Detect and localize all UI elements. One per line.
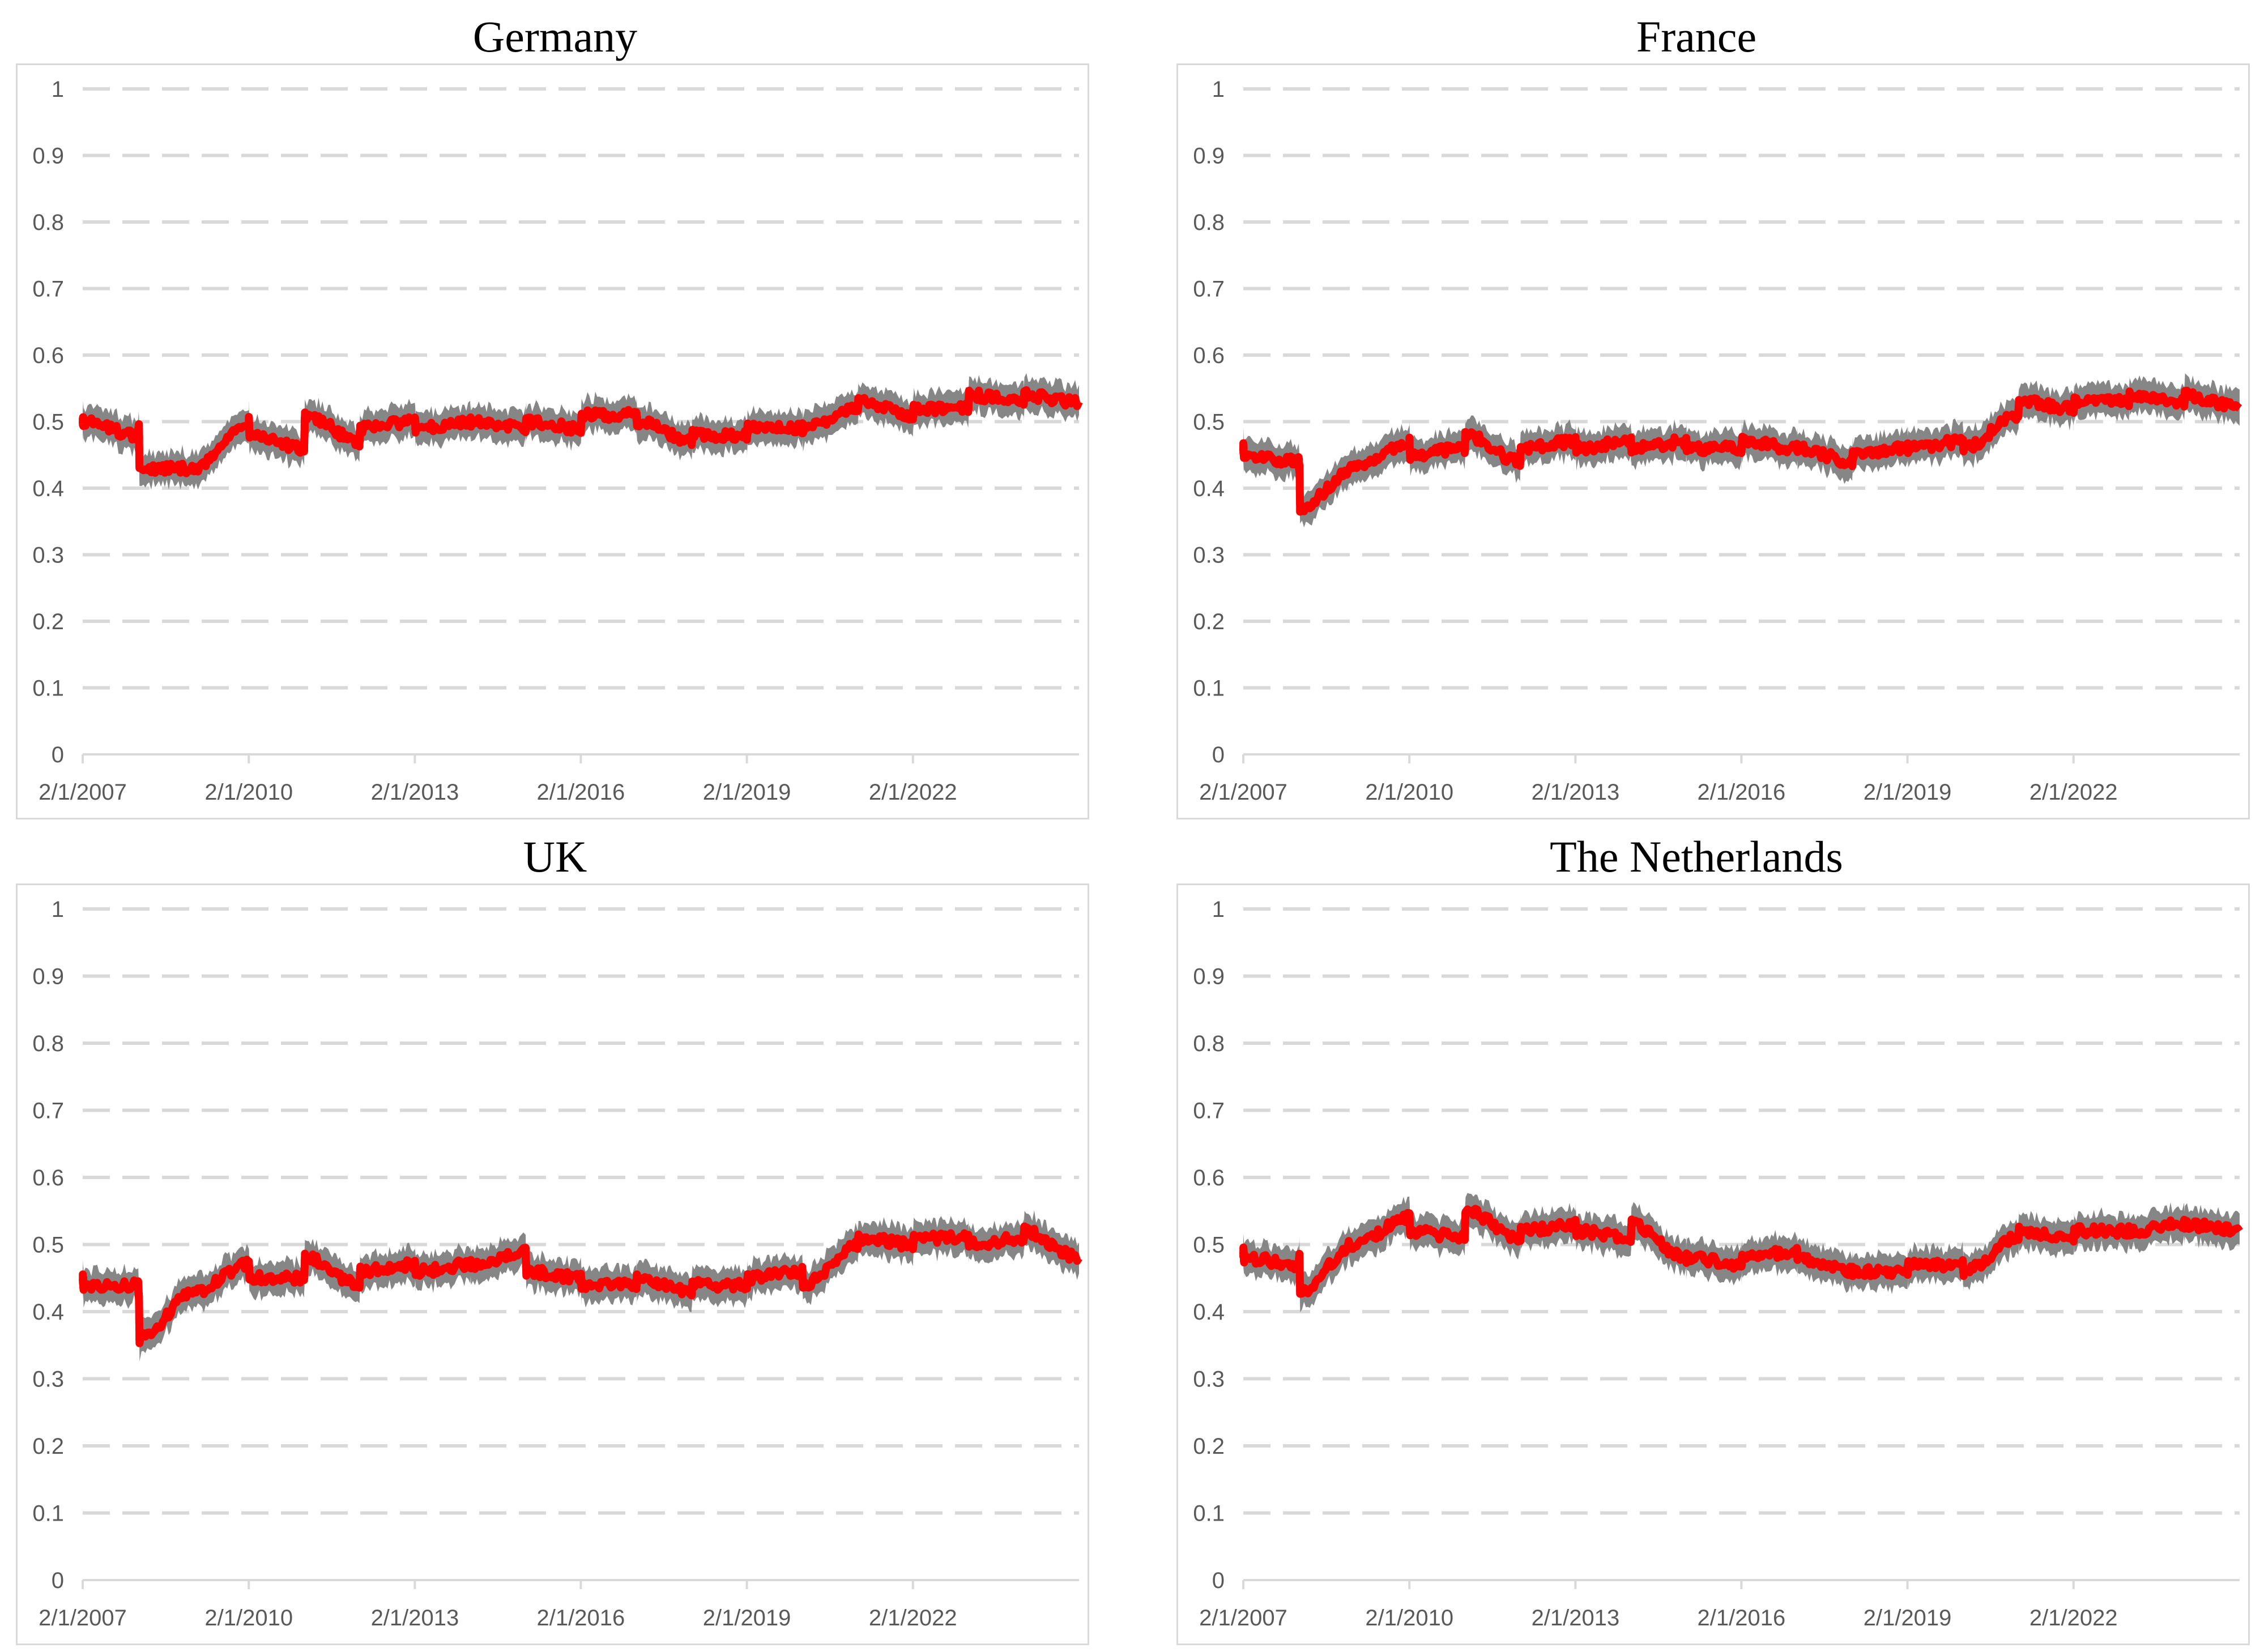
x-tick-label: 2/1/2013 — [371, 1606, 459, 1630]
y-tick-label: 0.9 — [1193, 144, 1225, 169]
chart-frame: 0 0.1 0.2 0.3 0.4 0.5 0.6 0.7 0.8 0.9 1 2/1/2007 2/1… — [1176, 63, 2250, 819]
y-tick-label: 0.3 — [1193, 543, 1225, 568]
y-tick-label: 1 — [1212, 77, 1225, 102]
chart-frame: 0 0.1 0.2 0.3 0.4 0.5 0.6 0.7 0.8 0.9 1 2/1/2007 2/1… — [16, 883, 1089, 1645]
y-tick-label: 0.9 — [1193, 964, 1225, 989]
y-tick-label: 0.5 — [32, 410, 64, 435]
y-tick-label: 0.3 — [32, 1367, 64, 1392]
series-line — [79, 386, 1083, 477]
y-tick-label: 0.6 — [32, 343, 64, 368]
chart-title: France — [1636, 12, 1757, 61]
x-tick-label: 2/1/2010 — [204, 1606, 293, 1630]
x-tick-label: 2/1/2022 — [2029, 1606, 2118, 1630]
series-line — [1239, 386, 2242, 516]
y-tick-label: 1 — [52, 77, 64, 102]
x-tick-label: 2/1/2019 — [1864, 1606, 1952, 1630]
x-tick-label: 2/1/2022 — [2029, 780, 2118, 805]
y-tick-label: 0.4 — [1193, 1300, 1225, 1325]
chart-plot-germany: 0 0.1 0.2 0.3 0.4 0.5 0.6 0.7 0.8 0.9 1 2/1/2007 2/1… — [32, 77, 1083, 805]
x-tick-label: 2/1/2016 — [537, 1606, 625, 1630]
x-tick-label: 2/1/2010 — [204, 780, 293, 805]
y-tick-label: 0.1 — [1193, 676, 1225, 701]
y-tick-label: 0 — [1212, 742, 1225, 767]
series-line — [1239, 1205, 2243, 1298]
x-tick-label: 2/1/2007 — [1199, 1606, 1287, 1630]
chart-title: The Netherlands — [1550, 832, 1843, 881]
y-tick-label: 0.8 — [1193, 210, 1225, 235]
x-tick-label: 2/1/2019 — [703, 1606, 791, 1630]
y-tick-label: 0.8 — [32, 1031, 64, 1056]
y-tick-label: 0 — [52, 1568, 64, 1593]
y-tick-label: 0.8 — [1193, 1031, 1225, 1056]
y-tick-label: 0.7 — [1193, 1099, 1225, 1124]
chart-title: UK — [523, 832, 587, 881]
y-tick-label: 0.3 — [32, 543, 64, 568]
y-tick-label: 0.6 — [1193, 343, 1225, 368]
x-tick-label: 2/1/2016 — [1698, 1606, 1786, 1630]
y-tick-label: 0.5 — [1193, 1233, 1225, 1258]
series-line — [79, 1222, 1082, 1347]
x-tick-label: 2/1/2013 — [371, 780, 459, 805]
x-tick-label: 2/1/2010 — [1365, 1606, 1453, 1630]
x-tick-label: 2/1/2013 — [1532, 780, 1620, 805]
chart-frame: 0 0.1 0.2 0.3 0.4 0.5 0.6 0.7 0.8 0.9 1 2/1/2007 2/1… — [16, 63, 1089, 819]
y-tick-label: 0.1 — [1193, 1501, 1225, 1526]
x-tick-label: 2/1/2016 — [1698, 780, 1786, 805]
x-tick-label: 2/1/2010 — [1365, 780, 1453, 805]
panel-germany: Germany 0 0.1 0.2 0.3 0.4 0.5 0.6 0.7 0.8 0.9 1 2/1… — [0, 0, 1110, 821]
y-tick-label: 0 — [1212, 1568, 1225, 1593]
x-tick-label: 2/1/2007 — [39, 1606, 127, 1630]
y-tick-label: 1 — [52, 897, 64, 922]
panel-uk: UK 0 0.1 0.2 0.3 0.4 0.5 0.6 0.7 0.8 0.9 1 2/1/2007… — [0, 821, 1110, 1652]
x-tick-label: 2/1/2019 — [703, 780, 791, 805]
y-tick-label: 0.9 — [32, 964, 64, 989]
x-tick-label: 2/1/2013 — [1532, 1606, 1620, 1630]
y-tick-label: 0.2 — [1193, 609, 1225, 634]
x-tick-label: 2/1/2007 — [1199, 780, 1287, 805]
y-tick-label: 0.9 — [32, 144, 64, 169]
y-tick-label: 1 — [1212, 897, 1225, 922]
y-tick-label: 0.7 — [1193, 277, 1225, 302]
chart-plot-netherlands: 0 0.1 0.2 0.3 0.4 0.5 0.6 0.7 0.8 0.9 1 2/1/2007 2/1… — [1193, 897, 2243, 1630]
y-tick-label: 0.1 — [32, 676, 64, 701]
y-tick-label: 0.4 — [32, 476, 64, 501]
y-tick-label: 0.6 — [1193, 1166, 1225, 1190]
y-tick-label: 0.5 — [32, 1233, 64, 1258]
panel-netherlands: The Netherlands 0 0.1 0.2 0.3 0.4 0.5 0.6 0.7 0.… — [1141, 821, 2252, 1652]
y-tick-label: 0.7 — [32, 1099, 64, 1124]
chart-plot-france: 0 0.1 0.2 0.3 0.4 0.5 0.6 0.7 0.8 0.9 1 2/1/2007 2/1… — [1193, 77, 2242, 805]
chart-plot-uk: 0 0.1 0.2 0.3 0.4 0.5 0.6 0.7 0.8 0.9 1 2/1/2007 2/1… — [32, 897, 1082, 1630]
y-tick-label: 0.4 — [32, 1300, 64, 1325]
x-tick-label: 2/1/2022 — [869, 780, 957, 805]
y-tick-label: 0 — [52, 742, 64, 767]
x-tick-label: 2/1/2019 — [1864, 780, 1952, 805]
y-tick-label: 0.6 — [32, 1166, 64, 1190]
y-tick-label: 0.2 — [32, 609, 64, 634]
x-tick-label: 2/1/2007 — [39, 780, 127, 805]
x-tick-label: 2/1/2022 — [869, 1606, 957, 1630]
y-tick-label: 0.2 — [32, 1434, 64, 1459]
x-tick-label: 2/1/2016 — [537, 780, 625, 805]
chart-frame: 0 0.1 0.2 0.3 0.4 0.5 0.6 0.7 0.8 0.9 1 2/1/2007 2/1… — [1176, 883, 2250, 1645]
y-tick-label: 0.8 — [32, 210, 64, 235]
y-tick-label: 0.4 — [1193, 476, 1225, 501]
y-tick-label: 0.3 — [1193, 1367, 1225, 1392]
y-tick-label: 0.1 — [32, 1501, 64, 1526]
chart-title: Germany — [472, 12, 638, 61]
panel-france: France 0 0.1 0.2 0.3 0.4 0.5 0.6 0.7 0.8 0.9 1 2/1/… — [1141, 0, 2252, 821]
y-tick-label: 0.2 — [1193, 1434, 1225, 1459]
y-tick-label: 0.5 — [1193, 410, 1225, 435]
y-tick-label: 0.7 — [32, 277, 64, 302]
